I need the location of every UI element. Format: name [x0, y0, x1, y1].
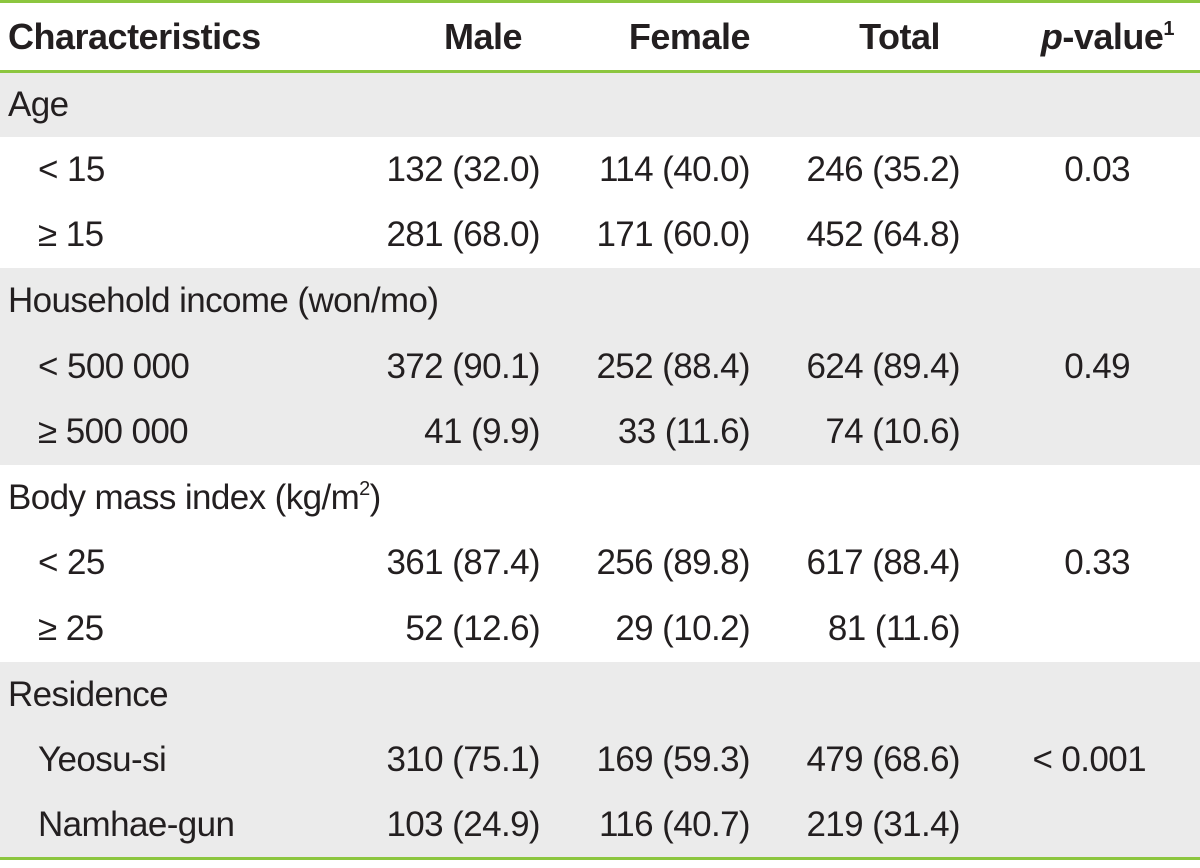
table-row: < 25 361 (87.4) 256 (89.8) 617 (88.4) 0.… — [0, 531, 1200, 597]
row-label: ≥ 25 — [38, 609, 104, 649]
header-p-letter: p — [1040, 15, 1063, 57]
group-label-income: Household income (won/mo) — [0, 268, 1200, 334]
row-label: < 500 000 — [0, 333, 350, 400]
row-label: < 25 — [38, 543, 105, 583]
male-cell: 310 (75.1) — [350, 727, 550, 794]
header-female: Female — [550, 0, 760, 73]
male-cell: 103 (24.9) — [350, 793, 550, 861]
group-row-residence: Residence — [0, 661, 1200, 728]
row-label: < 15 — [38, 149, 105, 189]
total-cell: 452 (64.8) — [806, 215, 960, 255]
p-value-cell: < 0.001 — [970, 727, 1200, 794]
group-row-age: Age — [0, 71, 1200, 138]
header-total: Total — [760, 0, 970, 73]
female-cell: 33 (11.6) — [550, 399, 760, 466]
table-row: ≥ 500 000 41 (9.9) 33 (11.6) 74 (10.6) — [0, 399, 1200, 466]
male-cell: 372 (90.1) — [350, 333, 550, 400]
male-cell: 52 (12.6) — [405, 609, 540, 649]
table-row: ≥ 15 281 (68.0) 171 (60.0) 452 (64.8) — [0, 203, 1200, 269]
row-label: Yeosu-si — [0, 727, 350, 794]
header-male: Male — [350, 0, 550, 73]
total-cell: 74 (10.6) — [760, 399, 970, 466]
total-cell: 219 (31.4) — [760, 793, 970, 861]
p-value-cell — [970, 203, 1200, 269]
p-value-cell: 0.03 — [1064, 149, 1130, 189]
row-label: ≥ 15 — [38, 215, 104, 255]
bmi-label-superscript: 2 — [359, 477, 370, 500]
male-cell: 281 (68.0) — [386, 215, 540, 255]
total-cell: 81 (11.6) — [827, 609, 961, 649]
total-cell: 624 (89.4) — [760, 333, 970, 400]
table-header: Characteristics Male Female Total p-valu… — [0, 0, 1200, 73]
table-row: Yeosu-si 310 (75.1) 169 (59.3) 479 (68.6… — [0, 727, 1200, 794]
female-cell: 29 (10.2) — [615, 609, 750, 649]
group-row-income: Household income (won/mo) — [0, 268, 1200, 334]
male-cell: 132 (32.0) — [386, 149, 540, 189]
female-cell: 114 (40.0) — [599, 149, 751, 189]
female-cell: 116 (40.7) — [550, 793, 760, 861]
row-label: Namhae-gun — [0, 793, 350, 861]
p-value-cell — [970, 793, 1200, 861]
header-characteristics: Characteristics — [0, 0, 350, 73]
table-row: Namhae-gun 103 (24.9) 116 (40.7) 219 (31… — [0, 793, 1200, 861]
total-cell: 617 (88.4) — [806, 543, 960, 583]
group-label-bmi: Body mass index (kg/m2) — [0, 465, 1200, 531]
group-label-age: Age — [0, 71, 1200, 138]
table-body: Age < 15 132 (32.0) 114 (40.0) 246 (35.2… — [0, 71, 1200, 861]
header-p-footnote: 1 — [1163, 17, 1174, 40]
male-cell: 361 (87.4) — [386, 543, 540, 583]
header-p-rest: -value — [1062, 15, 1164, 57]
row-label: ≥ 500 000 — [0, 399, 350, 466]
female-cell: 256 (89.8) — [596, 543, 750, 583]
header-p-value: p-value1 — [970, 0, 1200, 73]
total-cell: 479 (68.6) — [760, 727, 970, 794]
group-label-residence: Residence — [0, 661, 1200, 728]
group-row-bmi: Body mass index (kg/m2) — [0, 465, 1200, 531]
p-value-cell: 0.33 — [1064, 543, 1130, 583]
table-row: < 15 132 (32.0) 114 (40.0) 246 (35.2) 0.… — [0, 137, 1200, 203]
header-row: Characteristics Male Female Total p-valu… — [0, 0, 1200, 73]
bmi-label-text: Body mass index (kg/m — [8, 477, 360, 517]
p-value-cell — [970, 399, 1200, 466]
bmi-label-close: ) — [369, 477, 382, 517]
p-value-cell: 0.49 — [970, 333, 1200, 400]
total-cell: 246 (35.2) — [806, 149, 960, 189]
table-row: < 500 000 372 (90.1) 252 (88.4) 624 (89.… — [0, 333, 1200, 400]
table-row: ≥ 25 52 (12.6) 29 (10.2) 81 (11.6) — [0, 596, 1200, 662]
female-cell: 252 (88.4) — [550, 333, 760, 400]
p-value-cell — [970, 596, 1200, 662]
female-cell: 169 (59.3) — [550, 727, 760, 794]
male-cell: 41 (9.9) — [350, 399, 550, 466]
female-cell: 171 (60.0) — [596, 215, 750, 255]
